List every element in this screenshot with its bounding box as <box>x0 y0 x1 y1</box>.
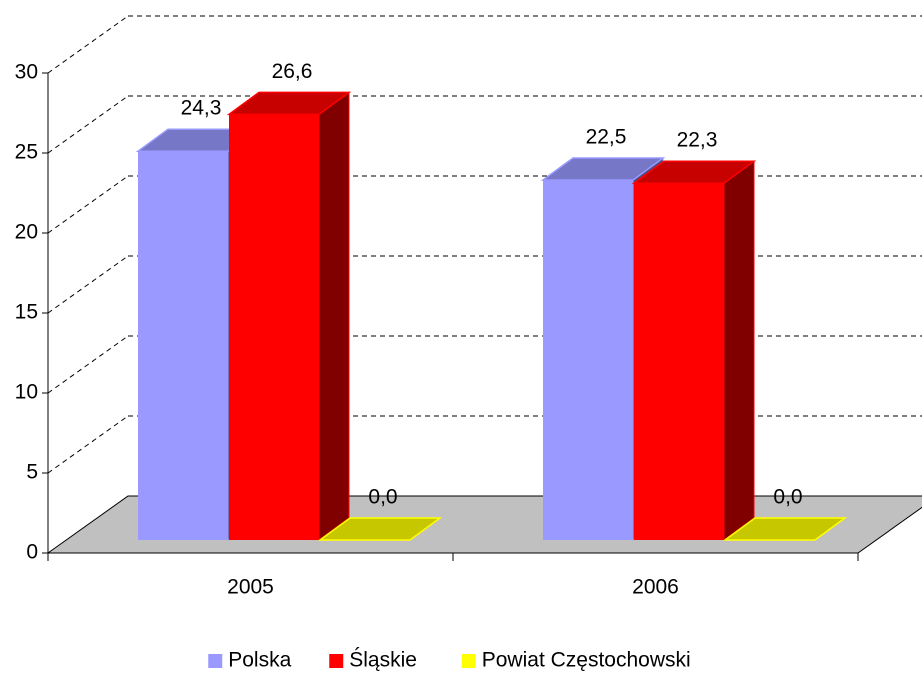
value-label: 0,0 <box>368 486 397 509</box>
bar-top <box>226 91 352 116</box>
bar-top <box>631 160 757 184</box>
x-tick-label: 2006 <box>632 576 679 599</box>
value-label: 0,0 <box>773 486 802 509</box>
grid-line <box>47 255 129 314</box>
bar <box>543 180 633 540</box>
legend-swatch <box>461 654 476 668</box>
bar-top <box>317 517 443 541</box>
value-label: 22,5 <box>586 126 627 149</box>
y-tick-label: 0 <box>26 541 38 564</box>
y-tick-label: 15 <box>15 301 38 324</box>
grid-line <box>47 95 129 154</box>
y-tick-label: 30 <box>15 61 38 84</box>
bar <box>634 183 724 540</box>
grid-line <box>47 15 129 74</box>
legend-swatch <box>208 654 223 668</box>
bar-top <box>540 157 666 181</box>
x-tick-label: 2005 <box>227 576 274 599</box>
grid-line <box>47 335 129 394</box>
value-label: 24,3 <box>181 97 222 120</box>
value-label: 22,3 <box>677 129 718 152</box>
legend-label: Polska <box>228 649 291 672</box>
bar-side <box>723 160 755 541</box>
legend-label: Śląskie <box>349 648 417 672</box>
value-label: 26,6 <box>272 60 313 83</box>
y-tick-label: 5 <box>26 461 38 484</box>
y-tick-label: 10 <box>15 381 38 404</box>
bar <box>229 114 319 541</box>
legend-label: Powiat Częstochowski <box>482 649 691 672</box>
y-tick-label: 25 <box>15 141 38 164</box>
grid-line <box>47 175 129 234</box>
bar-top <box>722 517 848 541</box>
bar <box>138 151 228 540</box>
y-tick-label: 20 <box>15 221 38 244</box>
bar-side <box>318 91 350 541</box>
grid-line <box>47 415 129 474</box>
legend-swatch <box>329 654 344 668</box>
